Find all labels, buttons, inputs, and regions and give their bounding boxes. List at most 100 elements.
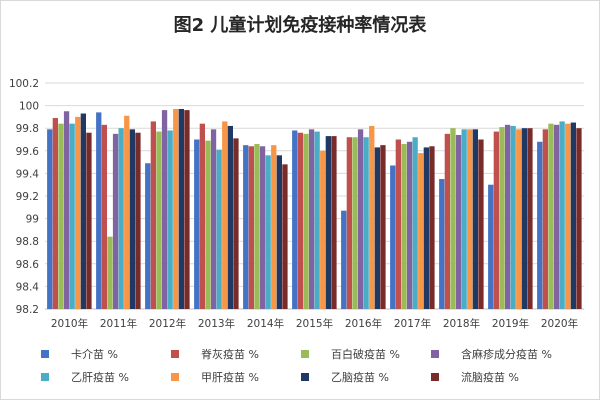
bar-7-5 — [276, 155, 282, 309]
y-tick-label: 99.4 — [16, 168, 40, 180]
bar-5-5 — [265, 155, 271, 309]
bar-2-8 — [395, 139, 401, 309]
bar-3-1 — [58, 123, 64, 310]
legend-label: 卡介苗 % — [71, 348, 118, 361]
bar-2-10 — [493, 131, 499, 309]
x-tick-label: 2020年 — [541, 317, 578, 330]
bar-8-11 — [576, 128, 582, 309]
bar-8-6 — [331, 136, 337, 309]
bar-4-1 — [63, 111, 70, 309]
bar-7-4 — [227, 125, 233, 309]
bar-6-5 — [271, 145, 277, 309]
bar-7-3 — [178, 108, 184, 310]
bar-4-4 — [210, 129, 217, 309]
bar-4-11 — [553, 124, 560, 309]
bar-2-11 — [542, 129, 548, 309]
x-tick-label: 2013年 — [198, 317, 235, 330]
bar-1-9 — [439, 179, 445, 309]
bar-7-2 — [129, 129, 135, 309]
bar-5-7 — [363, 137, 369, 309]
bar-8-8 — [429, 146, 435, 309]
bar-1-3 — [145, 163, 151, 309]
bar-4-8 — [406, 141, 413, 309]
bar-2-7 — [346, 137, 352, 309]
bar-8-3 — [184, 110, 190, 310]
bar-6-4 — [222, 121, 228, 309]
bar-6-11 — [565, 123, 571, 310]
bar-3-10 — [499, 127, 505, 309]
bar-6-7 — [369, 125, 375, 309]
bar-3-2 — [107, 236, 113, 309]
bar-3-3 — [156, 131, 162, 309]
y-tick-label: 98.6 — [16, 259, 40, 271]
bar-7-9 — [472, 129, 478, 309]
bar-5-4 — [216, 149, 222, 309]
chart-title: 图2 儿童计划免疫接种率情况表 — [173, 15, 427, 36]
legend-label: 乙肝疫苗 % — [71, 371, 129, 384]
bar-8-10 — [527, 128, 533, 309]
bar-5-9 — [461, 129, 467, 309]
legend-item: 流脑疫苗 % — [431, 369, 581, 385]
bar-5-1 — [69, 123, 75, 310]
legend-label: 含麻疹成分疫苗 % — [461, 348, 552, 361]
y-tick-label: 100.2 — [9, 78, 39, 90]
bar-5-11 — [559, 121, 565, 309]
bar-3-9 — [450, 128, 456, 309]
bar-7-11 — [570, 122, 576, 309]
legend-label: 脊灰疫苗 % — [201, 348, 259, 361]
bar-6-8 — [418, 153, 424, 309]
bar-1-11 — [537, 141, 543, 309]
legend-label: 百白破疫苗 % — [331, 348, 400, 361]
bar-6-3 — [173, 108, 179, 310]
legend-item: 甲肝疫苗 % — [171, 369, 301, 385]
legend-swatch — [41, 350, 49, 358]
bar-6-10 — [516, 129, 522, 309]
bar-3-4 — [205, 140, 211, 309]
y-tick-label: 100 — [19, 101, 39, 113]
legend-swatch — [171, 373, 179, 381]
y-tick-label: 99.2 — [16, 191, 39, 203]
bar-4-5 — [259, 146, 266, 309]
bar-2-3 — [150, 121, 156, 309]
legend-item: 脊灰疫苗 % — [171, 346, 301, 362]
bar-3-6 — [303, 133, 309, 309]
bar-6-6 — [320, 150, 326, 309]
legend-item: 乙脑疫苗 % — [301, 369, 431, 385]
bar-5-3 — [167, 130, 173, 309]
bar-4-7 — [357, 129, 364, 309]
y-tick-label: 99 — [26, 214, 39, 226]
y-tick-label: 99.6 — [16, 146, 40, 158]
legend-swatch — [431, 350, 439, 358]
x-tick-label: 2010年 — [51, 317, 88, 330]
bar-1-8 — [390, 165, 396, 309]
legend-label: 甲肝疫苗 % — [201, 371, 259, 384]
bar-7-10 — [521, 128, 527, 309]
legend-label: 乙脑疫苗 % — [331, 371, 389, 384]
bar-4-6 — [308, 129, 315, 309]
x-tick-label: 2011年 — [100, 317, 137, 330]
bar-8-5 — [282, 164, 288, 309]
bar-8-4 — [233, 138, 239, 309]
bar-5-10 — [510, 125, 516, 309]
bar-8-7 — [380, 145, 386, 309]
bar-2-2 — [101, 124, 107, 309]
legend-swatch — [171, 350, 179, 358]
bar-5-8 — [412, 137, 418, 309]
x-tick-label: 2012年 — [149, 317, 186, 330]
legend-item: 百白破疫苗 % — [301, 346, 431, 362]
legend-label: 流脑疫苗 % — [461, 371, 519, 384]
bar-4-2 — [112, 133, 119, 309]
legend-item: 卡介苗 % — [41, 346, 171, 362]
x-tick-label: 2016年 — [345, 317, 382, 330]
bar-1-6 — [292, 130, 298, 309]
bar-4-9 — [455, 134, 462, 309]
legend-swatch — [301, 373, 309, 381]
x-tick-label: 2015年 — [296, 317, 333, 330]
legend-swatch — [431, 373, 439, 381]
x-tick-label: 2014年 — [247, 317, 284, 330]
bar-3-5 — [254, 144, 260, 309]
bar-3-7 — [352, 137, 358, 309]
legend-swatch — [301, 350, 309, 358]
